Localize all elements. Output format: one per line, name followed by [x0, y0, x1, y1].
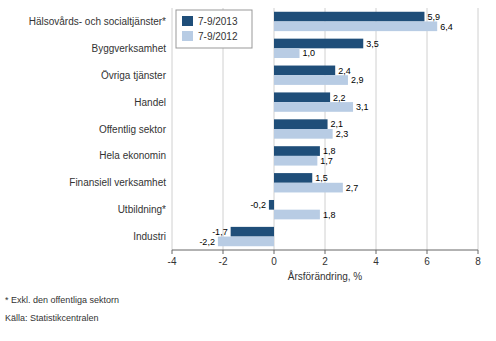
grid-line: [427, 8, 428, 250]
legend-label: 7-9/2013: [198, 16, 238, 27]
bar: [218, 237, 274, 247]
bar: [274, 39, 363, 49]
data-label: -2,2: [199, 237, 215, 247]
x-axis-line: [172, 250, 478, 251]
bar: [274, 129, 333, 139]
bar: [231, 227, 274, 237]
y-tick-label: Finansiell verksamhet: [69, 177, 166, 188]
data-label: 2,3: [336, 129, 349, 139]
bar: [274, 48, 300, 58]
data-label: 1,5: [315, 173, 328, 183]
tick-mark: [376, 250, 377, 254]
data-label: 1,7: [320, 156, 333, 166]
data-label: 1,0: [303, 48, 316, 58]
data-label: 3,5: [366, 39, 379, 49]
x-tick-label: 6: [424, 256, 430, 267]
data-label: 2,4: [338, 66, 351, 76]
legend-label: 7-9/2012: [198, 31, 238, 42]
tick-mark: [427, 250, 428, 254]
y-tick-label: Utbildning*: [118, 204, 166, 215]
chart: -4 -2 0 2 4 6 8 -1,7 -0,2 1,5 1,8 2,1 2,2 2,4 3,5 5,9 -2…: [0, 0, 496, 341]
tick-mark: [274, 250, 275, 254]
legend-swatch: [182, 16, 193, 26]
grid-line: [478, 8, 479, 250]
x-tick-label: 8: [475, 256, 481, 267]
data-label: 5,9: [427, 12, 440, 22]
bar: [269, 200, 274, 210]
bar: [274, 183, 343, 193]
legend-swatch: [182, 31, 193, 41]
x-tick-label: 2: [322, 256, 328, 267]
y-tick-label: Övriga tjänster: [101, 70, 167, 81]
x-tick-label: -2: [219, 256, 228, 267]
data-label: 2,7: [346, 183, 359, 193]
bar: [274, 156, 317, 166]
y-tick-label: Offentlig sektor: [99, 124, 167, 135]
y-tick-label: Industri: [133, 231, 166, 242]
data-label: 2,1: [331, 119, 344, 129]
y-tick-label: Handel: [134, 97, 166, 108]
bar: [274, 173, 312, 183]
bar: [274, 12, 424, 22]
tick-mark: [478, 250, 479, 254]
bar: [274, 102, 353, 112]
x-axis-label: Årsförändring, %: [288, 270, 363, 282]
bar: [274, 92, 330, 102]
data-label: 1,8: [323, 210, 336, 220]
legend: 7-9/2013 7-9/2012: [176, 10, 252, 48]
bar: [274, 66, 335, 76]
data-label: 2,2: [333, 93, 346, 103]
y-tick-label: Byggverksamhet: [92, 43, 167, 54]
tick-mark: [172, 250, 173, 254]
data-label: -1,7: [212, 227, 228, 237]
grid: [172, 8, 478, 250]
bar: [274, 146, 320, 156]
bar: [274, 21, 437, 31]
tick-mark: [325, 250, 326, 254]
y-tick-label: Hälsovårds- och socialtjänster*: [29, 16, 166, 27]
y-tick-label: Hela ekonomin: [99, 150, 166, 161]
bar: [274, 119, 328, 129]
data-label: 6,4: [440, 22, 453, 32]
footnote: Källa: Statistikcentralen: [5, 313, 99, 323]
data-label: 1,8: [323, 146, 336, 156]
data-label: 2,9: [351, 75, 364, 85]
bar: [274, 210, 320, 220]
data-label: -0,2: [250, 200, 266, 210]
grid-line: [172, 8, 173, 250]
x-tick-label: 4: [373, 256, 379, 267]
x-tick-label: -4: [168, 256, 177, 267]
x-tick-label: 0: [271, 256, 277, 267]
bar: [274, 75, 348, 85]
footnote: * Exkl. den offentliga sektorn: [5, 295, 119, 305]
tick-mark: [223, 250, 224, 254]
legend-box: [176, 10, 252, 48]
data-label: 3,1: [356, 102, 369, 112]
